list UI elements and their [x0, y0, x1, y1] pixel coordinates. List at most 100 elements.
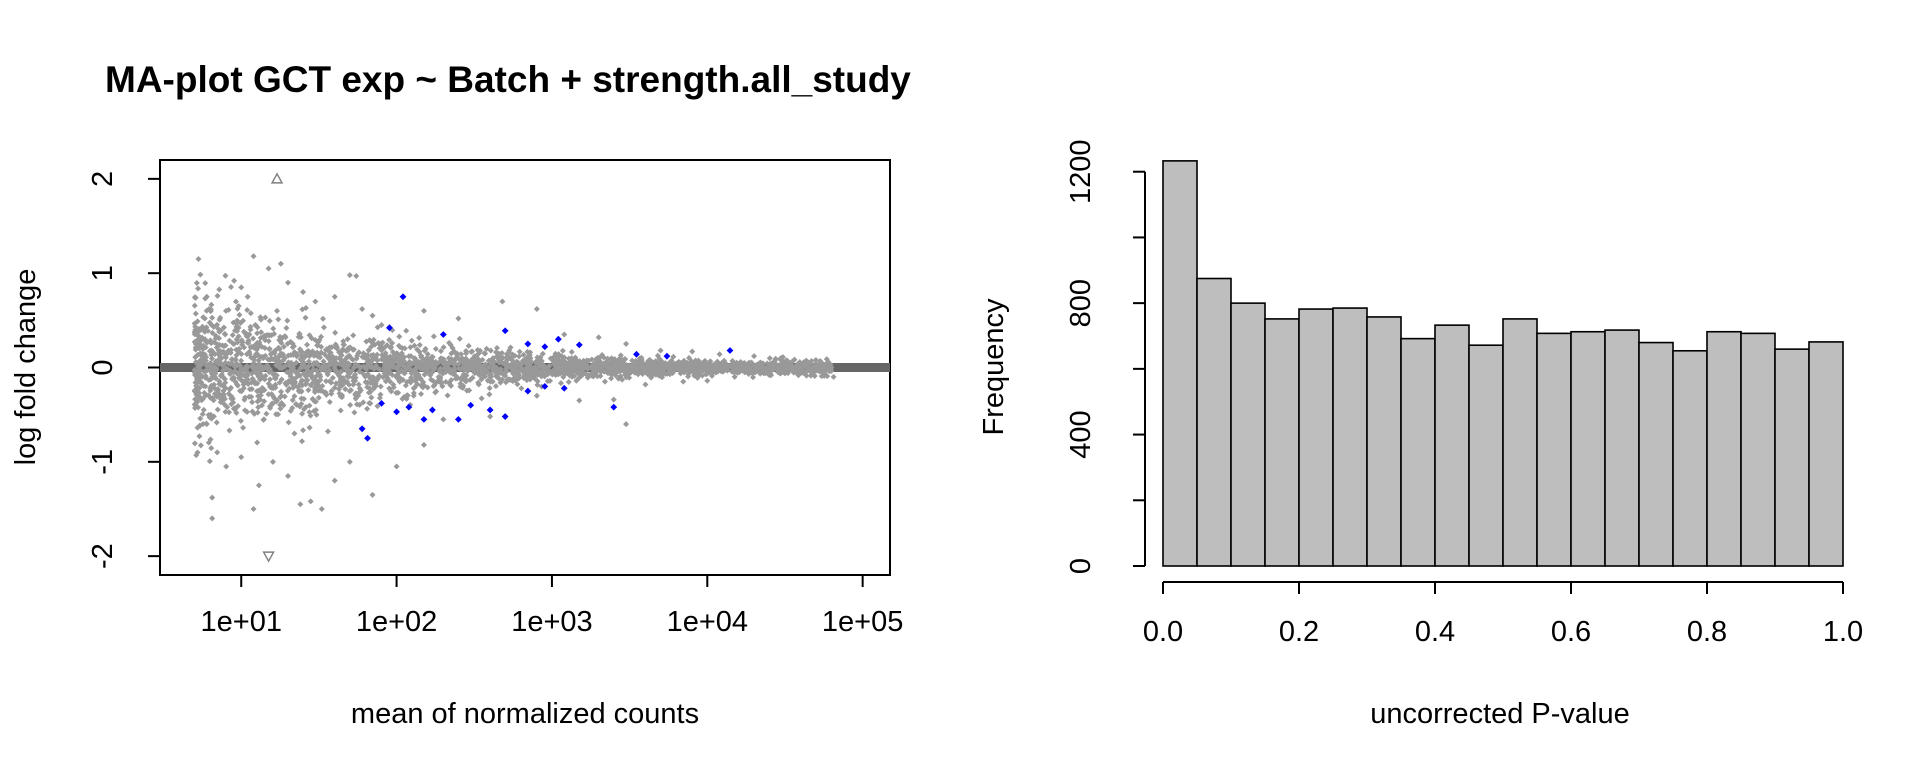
- ma-point: [492, 365, 499, 372]
- ma-point: [411, 384, 418, 391]
- ma-point: [783, 362, 790, 369]
- ma-point: [387, 353, 394, 360]
- ma-point: [236, 311, 243, 318]
- ma-point: [231, 277, 238, 284]
- ma-point: [362, 373, 369, 380]
- ma-point: [601, 378, 608, 385]
- ma-point: [403, 395, 410, 402]
- ma-point: [225, 390, 232, 397]
- ma-point: [224, 404, 231, 411]
- ma-point: [191, 294, 198, 301]
- ma-point: [291, 430, 298, 437]
- pvalue-histogram: 0.0 0.2 0.4 0.6 0.8 1.0 0 400 800 1200 uncorrect…: [978, 139, 1863, 730]
- ma-point: [344, 336, 351, 343]
- ma-point: [421, 347, 428, 354]
- ma-point: [368, 360, 375, 367]
- ma-point: [269, 400, 276, 407]
- ma-point: [254, 439, 261, 446]
- ma-point: [444, 392, 451, 399]
- ma-point: [326, 398, 333, 405]
- ma-point: [454, 350, 461, 357]
- ma-point: [258, 329, 265, 336]
- ma-point: [695, 357, 702, 364]
- ma-point: [252, 369, 259, 376]
- ma-point: [270, 325, 277, 332]
- ma-point: [272, 384, 279, 391]
- histogram-x-tick-label: 0.6: [1551, 616, 1591, 648]
- ma-point: [533, 306, 540, 313]
- ma-point: [433, 388, 440, 395]
- ma-point: [232, 405, 239, 412]
- ma-point: [612, 370, 619, 377]
- ma-point: [502, 369, 509, 376]
- ma-point: [723, 361, 730, 368]
- ma-point: [284, 340, 291, 347]
- ma-point: [440, 361, 447, 368]
- ma-point: [544, 378, 551, 385]
- ma-point: [346, 272, 353, 279]
- ma-point: [503, 354, 510, 361]
- ma-point: [249, 408, 256, 415]
- ma-point: [779, 362, 786, 369]
- ma-point: [300, 427, 307, 434]
- histogram-bar: [1638, 341, 1674, 567]
- ma-point: [458, 351, 465, 358]
- ma-point: [421, 382, 428, 389]
- ma-point: [191, 302, 198, 309]
- ma-point: [290, 351, 297, 358]
- histogram-bar: [1570, 330, 1606, 567]
- ma-point: [623, 374, 630, 381]
- ma-point: [284, 317, 291, 324]
- ma-point: [646, 366, 653, 373]
- ma-point: [329, 374, 336, 381]
- ma-point: [370, 374, 377, 381]
- ma-point: [195, 256, 202, 263]
- ma-point: [382, 359, 389, 366]
- ma-significant-point: [524, 387, 532, 395]
- ma-point: [214, 389, 221, 396]
- ma-point: [465, 342, 472, 349]
- ma-point: [491, 358, 498, 365]
- ma-point: [483, 345, 490, 352]
- ma-point: [235, 302, 242, 309]
- ma-point: [255, 393, 262, 400]
- ma-point: [200, 358, 207, 365]
- ma-point: [220, 324, 227, 331]
- ma-point: [337, 407, 344, 414]
- ma-point: [378, 322, 385, 329]
- histogram-x-tick-label: 0.0: [1143, 616, 1183, 648]
- ma-point: [382, 362, 389, 369]
- ma-point: [518, 385, 525, 392]
- ma-point: [704, 377, 711, 384]
- histogram-x-axis-label: uncorrected P-value: [1370, 698, 1630, 730]
- ma-point: [821, 368, 828, 375]
- ma-point: [797, 363, 804, 370]
- ma-point: [320, 360, 327, 367]
- ma-point: [364, 384, 371, 391]
- ma-point: [575, 367, 582, 374]
- histogram-y-axis: 0 400 800 1200: [1065, 139, 1146, 574]
- ma-point: [547, 355, 554, 362]
- ma-point: [522, 359, 529, 366]
- ma-point: [830, 373, 837, 380]
- ma-significant-point: [575, 341, 583, 349]
- ma-point: [192, 310, 199, 317]
- ma-point: [447, 366, 454, 373]
- ma-point: [226, 337, 233, 344]
- ma-point: [593, 367, 600, 374]
- ma-significant-point: [726, 347, 734, 354]
- ma-point: [200, 314, 207, 321]
- ma-point: [404, 392, 411, 399]
- ma-point: [689, 348, 696, 355]
- ma-point: [311, 384, 318, 391]
- ma-point: [414, 346, 421, 353]
- ma-point: [494, 374, 501, 381]
- ma-point: [309, 375, 316, 382]
- ma-point: [202, 383, 209, 390]
- ma-point: [275, 344, 282, 351]
- ma-outlier-triangle: [270, 172, 284, 184]
- ma-point: [370, 351, 377, 358]
- ma-point: [420, 307, 427, 314]
- ma-point: [205, 376, 212, 383]
- ma-y-axis: -2 -1 0 1 2: [87, 171, 160, 569]
